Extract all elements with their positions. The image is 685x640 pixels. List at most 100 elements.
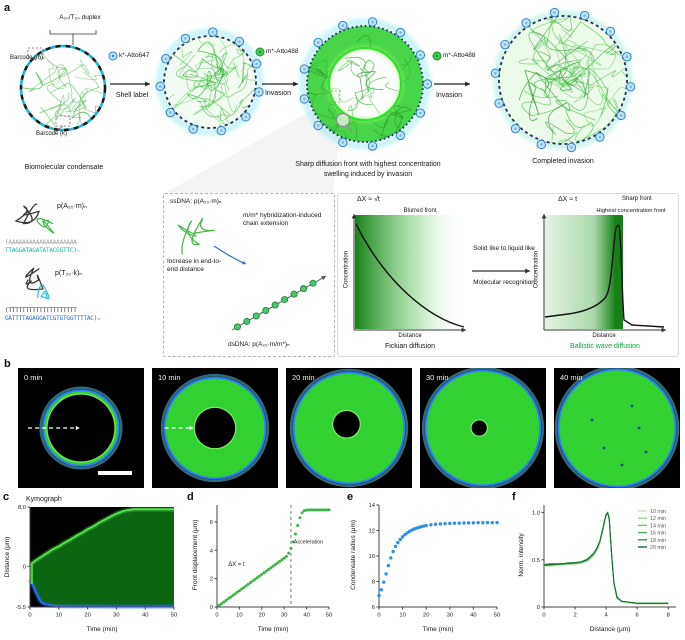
svg-text:0: 0 [23, 564, 26, 570]
hybridization-text: m/m* hybridization-induced chain extensi… [243, 212, 322, 227]
micrograph-frame-0: 0 min [18, 368, 144, 488]
micrograph-2-image [286, 368, 412, 488]
svg-text:10: 10 [56, 613, 62, 619]
panel-e-xlabel: Time (min) [422, 626, 454, 633]
svg-text:10 min: 10 min [650, 509, 666, 515]
stage3-caption-line1: Sharp diffusion front with highest conce… [295, 161, 441, 168]
transition-bottom-label: Molecular recognition [473, 279, 535, 286]
svg-text:8: 8 [372, 580, 375, 586]
svg-text:4: 4 [605, 613, 609, 619]
micrograph-frame-3: 30 min [420, 368, 546, 488]
svg-text:16 min: 16 min [650, 531, 666, 537]
kymograph-plot: 0 10 20 30 40 508.00-5.5 [16, 505, 177, 619]
svg-text:50: 50 [326, 613, 332, 619]
svg-text:0: 0 [28, 613, 31, 619]
shell-label: Shell label [115, 92, 149, 99]
svg-text:40: 40 [303, 613, 309, 619]
svg-text:20: 20 [259, 613, 265, 619]
k-reagent-label: k*-Atto647 [119, 52, 150, 59]
micrograph-4-image [554, 368, 680, 488]
svg-text:8.0: 8.0 [18, 505, 26, 511]
svg-text:ΔX = t: ΔX = t [228, 562, 245, 568]
svg-text:6: 6 [636, 613, 639, 619]
invasion-label-2: Invasion [435, 92, 463, 99]
polymer2-label: p(T₂₀·k)ₙ [55, 270, 83, 277]
svg-text:6: 6 [372, 605, 375, 611]
stage3-caption-line2: swelling induced by invasion [323, 171, 413, 178]
svg-text:18 min: 18 min [650, 538, 666, 544]
svg-text:30: 30 [281, 613, 287, 619]
frame-time-2: 20 min [292, 373, 315, 382]
svg-text:0: 0 [542, 613, 545, 619]
panel-c-letter: c [3, 491, 10, 503]
svg-text:20 min: 20 min [650, 545, 666, 551]
svg-text:8: 8 [667, 613, 670, 619]
svg-text:40: 40 [142, 613, 148, 619]
ballistic-title: ΔX ≈ t [558, 196, 578, 203]
panel-d-xlabel: Time (min) [257, 626, 289, 633]
fickian-xlabel: Distance [398, 333, 422, 339]
micrograph-1-image [152, 368, 278, 488]
mechanism-box [163, 193, 335, 357]
panel-a-letter: a [4, 2, 11, 14]
ssdna-label: ssDNA: p(A₂₀·m)ₙ [170, 198, 222, 205]
svg-text:50: 50 [494, 613, 500, 619]
panel-e-letter: e [347, 491, 354, 503]
svg-text:10: 10 [236, 613, 242, 619]
svg-text:30: 30 [113, 613, 119, 619]
fickian-caption: Fickian diffusion [384, 343, 436, 350]
frame-time-3: 30 min [426, 373, 449, 382]
frame-time-4: 40 min [560, 373, 583, 382]
svg-text:Acceleration: Acceleration [294, 539, 323, 545]
endtoend-text: Increase in end-to-end distance [167, 258, 222, 273]
polymer1-seq-bottom: TTAGGATAGATATACGGTTC)ₙ [5, 247, 81, 254]
svg-text:10: 10 [399, 613, 405, 619]
svg-text:40: 40 [470, 613, 476, 619]
svg-text:1.0: 1.0 [532, 511, 540, 517]
svg-text:2: 2 [573, 613, 576, 619]
panel-f-letter: f [512, 491, 516, 503]
micrograph-0-image [18, 368, 144, 488]
svg-text:10: 10 [369, 554, 375, 560]
barcode-k-label: Barcode (k) [36, 131, 68, 137]
svg-text:14 min: 14 min [650, 523, 666, 529]
svg-text:0.5: 0.5 [532, 558, 540, 564]
frame-time-0: 0 min [24, 373, 43, 382]
panel-e-ylabel: Condensate radius (μm) [350, 519, 358, 590]
front-displacement-plot: 0 10 20 30 40 50 0 2 4 6 ΔX = t Acceleration [210, 505, 332, 619]
polymer1-label: p(A₂₀·m)ₙ [57, 203, 87, 210]
sharp-front-label: Sharp front [622, 196, 652, 202]
micrograph-frame-4: 40 min [554, 368, 680, 488]
svg-text:12: 12 [369, 529, 375, 535]
m-reagent-label-2: m*-Atto488 [443, 52, 476, 59]
condensate-radius-plot: 0 10 20 30 40 50 6 8 10 12 14 [369, 503, 501, 619]
svg-text:2: 2 [210, 577, 213, 583]
panel-c-ylabel: Distance (μm) [4, 536, 12, 578]
m-reagent-label-1: m*-Atto488 [266, 48, 299, 55]
micrograph-frame-2: 20 min [286, 368, 412, 488]
svg-text:4: 4 [210, 548, 214, 554]
micrograph-frame-1: 10 min [152, 368, 278, 488]
svg-text:12 min: 12 min [650, 516, 666, 522]
svg-text:0: 0 [377, 613, 380, 619]
frame-time-1: 10 min [158, 373, 181, 382]
fickian-front-label: Blurred front [403, 208, 437, 214]
panel-d-letter: d [187, 491, 194, 503]
svg-text:50: 50 [171, 613, 177, 619]
fickian-title: ΔX ≈ √t [357, 196, 380, 203]
panel-a-graphics [14, 7, 666, 333]
barcode-m-label: Barcode (m) [10, 55, 44, 61]
panel-f-xlabel: Distance (μm) [589, 626, 631, 633]
svg-text:0: 0 [210, 605, 213, 611]
panel-c-xlabel: Time (min) [86, 626, 118, 633]
svg-text:-5.5: -5.5 [16, 605, 26, 611]
highest-concentration-label: Highest concentration front [596, 208, 666, 214]
stage4-caption: Completed invasion [532, 158, 594, 165]
micrograph-3-image [420, 368, 546, 488]
ballistic-ylabel: Concentration [533, 250, 540, 289]
panel-b-letter: b [4, 358, 11, 370]
ballistic-caption: Ballistic wave diffusion [570, 343, 640, 350]
kymograph-title: Kymograph [26, 496, 62, 503]
invasion-label-1: Invasion [264, 90, 292, 97]
